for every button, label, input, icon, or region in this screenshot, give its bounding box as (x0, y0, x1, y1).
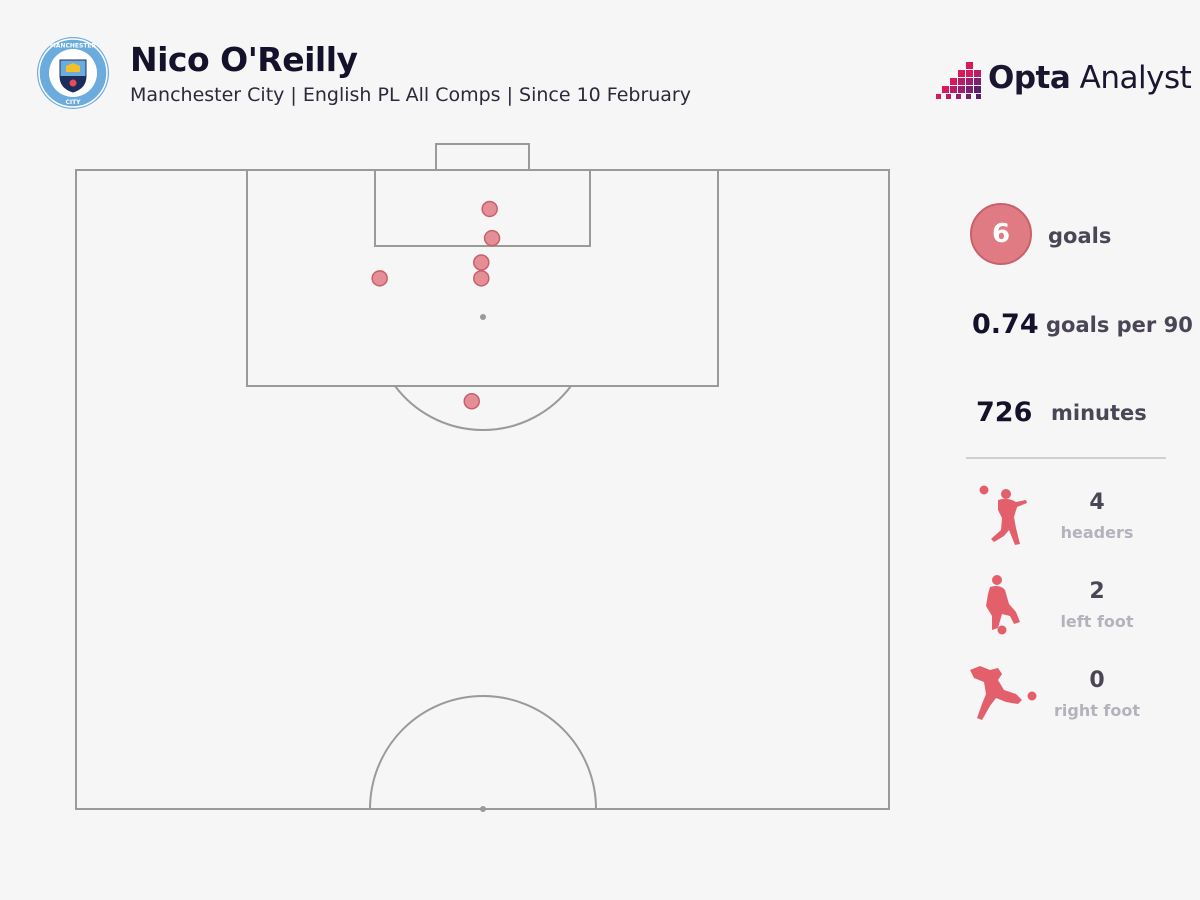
goals-count-badge: 6 (970, 203, 1032, 265)
right-foot-count: 0 (1089, 668, 1105, 693)
brand-bold: Opta (988, 60, 1071, 96)
centre-circle (369, 695, 597, 810)
centre-spot (480, 806, 486, 812)
shot-point (473, 254, 490, 271)
page-title: Nico O'Reilly (130, 40, 358, 79)
shot-point (371, 270, 388, 287)
goals-per-90-value: 0.74 (972, 309, 1039, 340)
shot-markers (371, 200, 501, 410)
headers-label: headers (1060, 523, 1134, 542)
right-foot-icon (970, 666, 1037, 720)
minutes-value: 726 (976, 397, 1033, 428)
penalty-spot (480, 314, 486, 320)
divider (966, 457, 1166, 459)
brand-light: Analyst (1070, 60, 1192, 96)
page-subtitle: Manchester City | English PL All Comps |… (130, 84, 691, 106)
minutes-label: minutes (1051, 401, 1147, 425)
crest-text-bottom: CITY (65, 99, 81, 106)
shot-point (473, 270, 490, 287)
goal (435, 143, 530, 171)
shot-point (483, 229, 501, 247)
crest-text-top: MANCHESTER (50, 43, 97, 50)
opta-logo-icon (936, 62, 981, 99)
brand-name: Opta Analyst (988, 60, 1192, 96)
headers-count: 4 (1089, 490, 1105, 515)
left-foot-label: left foot (1060, 612, 1134, 631)
header-icon (979, 485, 1027, 545)
goals-label: goals (1048, 224, 1112, 248)
penalty-arc (394, 385, 572, 431)
left-foot-icon (986, 575, 1020, 635)
right-foot-label: right foot (1053, 701, 1141, 720)
left-foot-count: 2 (1089, 579, 1105, 604)
goals-per-90-label: goals per 90 (1046, 313, 1193, 337)
shot-point (463, 393, 480, 410)
six-yard-box (374, 169, 591, 247)
manchester-city-crest-icon: MANCHESTER CITY (37, 37, 109, 109)
shot-point (481, 200, 498, 218)
